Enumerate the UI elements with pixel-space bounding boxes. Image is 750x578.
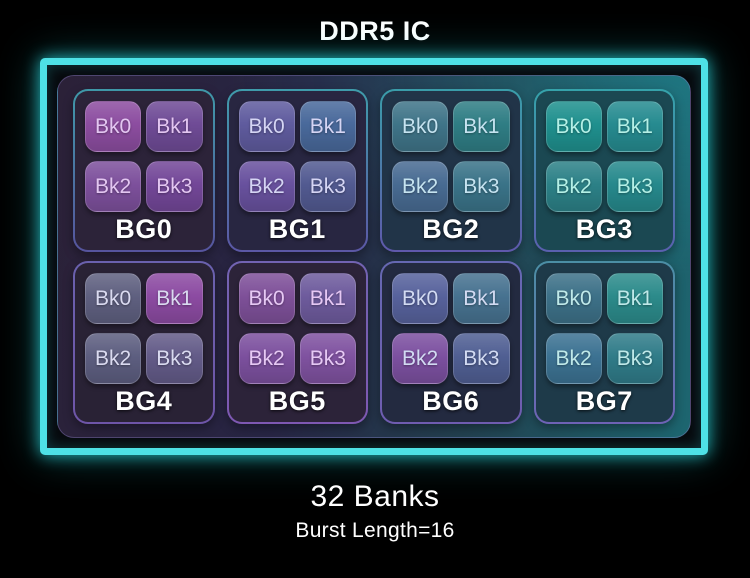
bank-group-bg7: Bk0 Bk1 Bk2 Bk3 BG7: [534, 261, 676, 424]
bank-tiles-grid: Bk0 Bk1 Bk2 Bk3: [85, 101, 203, 212]
bank-tile-bg6-bk3: Bk3: [453, 333, 510, 384]
bank-group-label-bg5: BG5: [268, 385, 326, 416]
bank-tile-bg2-bk0: Bk0: [392, 101, 449, 152]
bank-tile-label: Bk0: [95, 286, 132, 310]
bank-tile-bg0-bk0: Bk0: [85, 101, 142, 152]
bank-tile-bg1-bk3: Bk3: [299, 161, 356, 212]
bank-tile-label: Bk1: [616, 286, 653, 310]
footer-captions: 32 Banks Burst Length=16: [0, 480, 750, 543]
bank-tiles-grid: Bk0 Bk1 Bk2 Bk3: [545, 273, 663, 384]
bank-tile-bg4-bk3: Bk3: [146, 333, 203, 384]
bank-tile-label: Bk0: [555, 114, 592, 138]
bank-tile-bg2-bk2: Bk2: [392, 161, 449, 212]
bank-tile-bg6-bk1: Bk1: [453, 273, 510, 324]
bank-tile-bg2-bk3: Bk3: [453, 161, 510, 212]
bank-group-label-bg7: BG7: [575, 385, 633, 416]
bank-tile-label: Bk3: [463, 346, 500, 370]
bank-tile-label: Bk1: [463, 286, 500, 310]
bank-tile-label: Bk1: [309, 114, 346, 138]
bank-group-label-bg3: BG3: [575, 213, 633, 244]
bank-tile-label: Bk2: [248, 346, 285, 370]
banks-total-label: 32 Banks: [310, 480, 440, 513]
bank-tile-bg6-bk0: Bk0: [392, 273, 449, 324]
bank-tile-bg4-bk1: Bk1: [146, 273, 203, 324]
bank-tile-label: Bk2: [95, 346, 132, 370]
bank-group-label-bg1: BG1: [268, 213, 326, 244]
bank-tile-label: Bk2: [555, 174, 592, 198]
bank-group-bg4: Bk0 Bk1 Bk2 Bk3 BG4: [73, 261, 215, 424]
bank-tile-bg0-bk3: Bk3: [146, 161, 203, 212]
bank-tiles-grid: Bk0 Bk1 Bk2 Bk3: [545, 101, 663, 212]
bank-tile-label: Bk0: [248, 286, 285, 310]
bank-tile-label: Bk1: [463, 114, 500, 138]
bank-tile-label: Bk3: [616, 346, 653, 370]
bank-tile-bg4-bk2: Bk2: [85, 333, 142, 384]
ddr5-chip-frame: Bk0 Bk1 Bk2 Bk3 BG0 Bk0 Bk1 Bk2 Bk3 BG1: [40, 58, 708, 455]
bank-tile-label: Bk3: [156, 346, 193, 370]
bank-tile-label: Bk3: [309, 346, 346, 370]
bank-tile-label: Bk1: [616, 114, 653, 138]
bank-tile-bg1-bk0: Bk0: [238, 101, 295, 152]
bank-group-label-bg6: BG6: [422, 385, 480, 416]
bank-tile-label: Bk0: [555, 286, 592, 310]
bank-tile-bg0-bk1: Bk1: [146, 101, 203, 152]
bank-group-bg5: Bk0 Bk1 Bk2 Bk3 BG5: [227, 261, 369, 424]
bank-tile-label: Bk3: [309, 174, 346, 198]
bank-tiles-grid: Bk0 Bk1 Bk2 Bk3: [85, 273, 203, 384]
bank-group-bg6: Bk0 Bk1 Bk2 Bk3 BG6: [380, 261, 522, 424]
bank-tile-bg5-bk3: Bk3: [299, 333, 356, 384]
bank-tile-bg3-bk1: Bk1: [606, 101, 663, 152]
bank-tile-label: Bk1: [156, 114, 193, 138]
bank-tile-bg0-bk2: Bk2: [85, 161, 142, 212]
bank-tile-label: Bk2: [555, 346, 592, 370]
bank-tile-label: Bk2: [402, 346, 439, 370]
bank-tile-label: Bk2: [95, 174, 132, 198]
bank-tile-bg5-bk1: Bk1: [299, 273, 356, 324]
bank-tile-bg3-bk3: Bk3: [606, 161, 663, 212]
bank-tile-label: Bk3: [463, 174, 500, 198]
bank-tile-bg4-bk0: Bk0: [85, 273, 142, 324]
bank-tile-label: Bk1: [156, 286, 193, 310]
bank-tiles-grid: Bk0 Bk1 Bk2 Bk3: [238, 101, 356, 212]
bank-tile-bg7-bk2: Bk2: [545, 333, 602, 384]
bank-tile-bg5-bk2: Bk2: [238, 333, 295, 384]
bank-tile-bg7-bk0: Bk0: [545, 273, 602, 324]
bank-tile-label: Bk0: [95, 114, 132, 138]
bank-tile-label: Bk2: [402, 174, 439, 198]
bank-group-label-bg2: BG2: [422, 213, 480, 244]
bank-tile-bg1-bk2: Bk2: [238, 161, 295, 212]
bank-group-label-bg4: BG4: [115, 385, 173, 416]
page-title: DDR5 IC: [319, 16, 431, 46]
bank-tile-bg1-bk1: Bk1: [299, 101, 356, 152]
bank-group-label-bg0: BG0: [115, 213, 173, 244]
bank-tile-bg6-bk2: Bk2: [392, 333, 449, 384]
bank-group-bg2: Bk0 Bk1 Bk2 Bk3 BG2: [380, 89, 522, 252]
bank-group-bg1: Bk0 Bk1 Bk2 Bk3 BG1: [227, 89, 369, 252]
bank-tile-bg7-bk1: Bk1: [606, 273, 663, 324]
bank-tile-label: Bk0: [402, 114, 439, 138]
bank-tile-label: Bk0: [402, 286, 439, 310]
bank-tiles-grid: Bk0 Bk1 Bk2 Bk3: [392, 273, 510, 384]
bank-tile-bg5-bk0: Bk0: [238, 273, 295, 324]
bank-tile-bg7-bk3: Bk3: [606, 333, 663, 384]
bank-tiles-grid: Bk0 Bk1 Bk2 Bk3: [392, 101, 510, 212]
bank-tile-label: Bk3: [156, 174, 193, 198]
bank-tile-label: Bk2: [248, 174, 285, 198]
bank-group-bg0: Bk0 Bk1 Bk2 Bk3 BG0: [73, 89, 215, 252]
burst-length-label: Burst Length=16: [295, 519, 455, 542]
bank-tile-bg2-bk1: Bk1: [453, 101, 510, 152]
bank-tile-label: Bk1: [309, 286, 346, 310]
bank-tile-bg3-bk0: Bk0: [545, 101, 602, 152]
bank-tile-label: Bk0: [248, 114, 285, 138]
bank-tile-bg3-bk2: Bk2: [545, 161, 602, 212]
bank-tile-label: Bk3: [616, 174, 653, 198]
bank-group-bg3: Bk0 Bk1 Bk2 Bk3 BG3: [534, 89, 676, 252]
bank-tiles-grid: Bk0 Bk1 Bk2 Bk3: [238, 273, 356, 384]
chip-inner-panel: Bk0 Bk1 Bk2 Bk3 BG0 Bk0 Bk1 Bk2 Bk3 BG1: [57, 75, 691, 438]
